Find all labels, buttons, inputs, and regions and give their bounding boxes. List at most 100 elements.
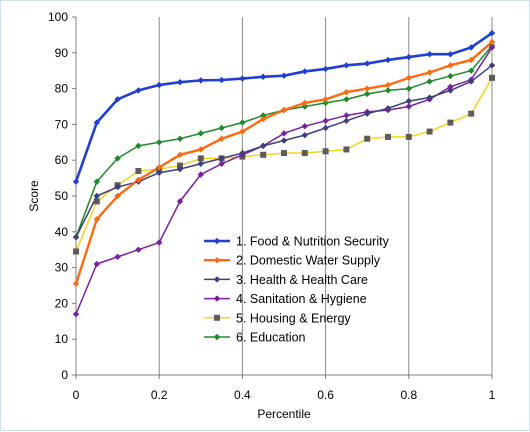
y-tick-label: 40 bbox=[55, 225, 69, 239]
legend-item-4: 4. Sanitation & Hygiene bbox=[204, 292, 367, 306]
data-point bbox=[343, 88, 350, 96]
data-point bbox=[197, 160, 204, 167]
data-point bbox=[426, 69, 433, 76]
data-point bbox=[218, 135, 225, 142]
data-point bbox=[364, 110, 371, 117]
legend-swatch-marker bbox=[213, 295, 221, 302]
legend-label: 4. Sanitation & Hygiene bbox=[236, 292, 367, 306]
data-point bbox=[156, 139, 163, 146]
data-point bbox=[176, 165, 184, 173]
data-point bbox=[301, 99, 308, 107]
data-point bbox=[343, 146, 350, 153]
data-point bbox=[239, 149, 246, 157]
y-tick-label: 10 bbox=[55, 332, 69, 346]
data-point bbox=[218, 160, 225, 167]
data-point bbox=[488, 62, 496, 69]
data-point bbox=[488, 44, 496, 51]
data-point bbox=[447, 72, 454, 80]
legend-label: 6. Education bbox=[236, 331, 306, 345]
data-point bbox=[322, 99, 329, 107]
legend-label: 3. Health & Health Care bbox=[236, 273, 368, 287]
data-point bbox=[301, 103, 308, 110]
data-point bbox=[426, 128, 433, 135]
data-point bbox=[384, 56, 392, 64]
data-point bbox=[114, 155, 121, 162]
data-point bbox=[301, 68, 308, 75]
data-point bbox=[364, 60, 371, 67]
series-points-2 bbox=[72, 38, 496, 287]
legend-item-5: 5. Housing & Energy bbox=[204, 311, 351, 325]
data-point bbox=[426, 94, 433, 101]
data-point bbox=[135, 87, 142, 94]
data-point bbox=[218, 155, 225, 162]
data-point bbox=[93, 216, 100, 223]
data-point bbox=[343, 96, 350, 103]
data-point bbox=[301, 150, 308, 157]
data-point bbox=[197, 77, 204, 84]
data-point bbox=[322, 148, 329, 155]
data-point bbox=[73, 248, 79, 255]
data-point bbox=[489, 74, 495, 81]
y-axis-ticks: 0 10 20 30 40 50 60 70 80 90 100 bbox=[48, 10, 76, 382]
data-point bbox=[176, 198, 184, 205]
data-point bbox=[468, 110, 475, 117]
data-point bbox=[384, 105, 392, 112]
data-point bbox=[447, 62, 454, 69]
data-point bbox=[280, 137, 288, 144]
data-point bbox=[488, 38, 496, 46]
data-point bbox=[114, 253, 121, 261]
data-point bbox=[72, 280, 80, 287]
data-point bbox=[447, 83, 454, 91]
legend-swatch-marker bbox=[213, 237, 221, 245]
data-point bbox=[468, 56, 475, 64]
data-point bbox=[93, 119, 100, 126]
x-tick-label: 0.8 bbox=[400, 388, 417, 402]
data-point bbox=[156, 81, 163, 89]
legend-swatch-marker bbox=[213, 276, 221, 283]
x-tick-label: 1 bbox=[489, 388, 496, 402]
data-point bbox=[343, 117, 350, 125]
legend-item-2: 2. Domestic Water Supply bbox=[204, 254, 381, 268]
data-point bbox=[260, 151, 267, 158]
data-point bbox=[426, 51, 433, 58]
data-point bbox=[322, 65, 329, 73]
data-point bbox=[72, 178, 80, 185]
data-point bbox=[156, 239, 163, 246]
data-point bbox=[280, 72, 288, 79]
y-tick-label: 90 bbox=[55, 46, 69, 60]
data-point bbox=[93, 192, 100, 200]
data-point bbox=[364, 85, 371, 92]
data-point bbox=[405, 53, 412, 61]
data-point bbox=[197, 171, 204, 178]
data-point bbox=[447, 119, 454, 126]
series-markers bbox=[72, 29, 496, 318]
data-point bbox=[218, 124, 225, 132]
data-point bbox=[488, 29, 496, 37]
data-point bbox=[260, 112, 267, 119]
data-point bbox=[301, 131, 308, 139]
data-point bbox=[176, 78, 184, 86]
data-point bbox=[405, 74, 412, 82]
data-point bbox=[322, 124, 329, 132]
data-point bbox=[197, 130, 204, 137]
y-axis-label: Score bbox=[27, 180, 41, 212]
data-point bbox=[114, 192, 121, 200]
data-point bbox=[447, 51, 454, 58]
data-point bbox=[468, 78, 475, 85]
data-point bbox=[135, 142, 142, 150]
y-tick-label: 0 bbox=[61, 368, 68, 382]
data-point bbox=[384, 81, 392, 89]
data-point bbox=[468, 67, 475, 74]
data-point bbox=[176, 151, 184, 159]
data-point bbox=[72, 233, 80, 241]
data-point bbox=[177, 162, 183, 169]
y-tick-label: 30 bbox=[55, 261, 69, 275]
data-point bbox=[93, 198, 100, 205]
data-point bbox=[239, 128, 246, 135]
data-point bbox=[447, 87, 454, 94]
data-point bbox=[405, 103, 412, 110]
x-axis-label: Percentile bbox=[257, 407, 311, 421]
y-tick-label: 20 bbox=[55, 296, 69, 310]
